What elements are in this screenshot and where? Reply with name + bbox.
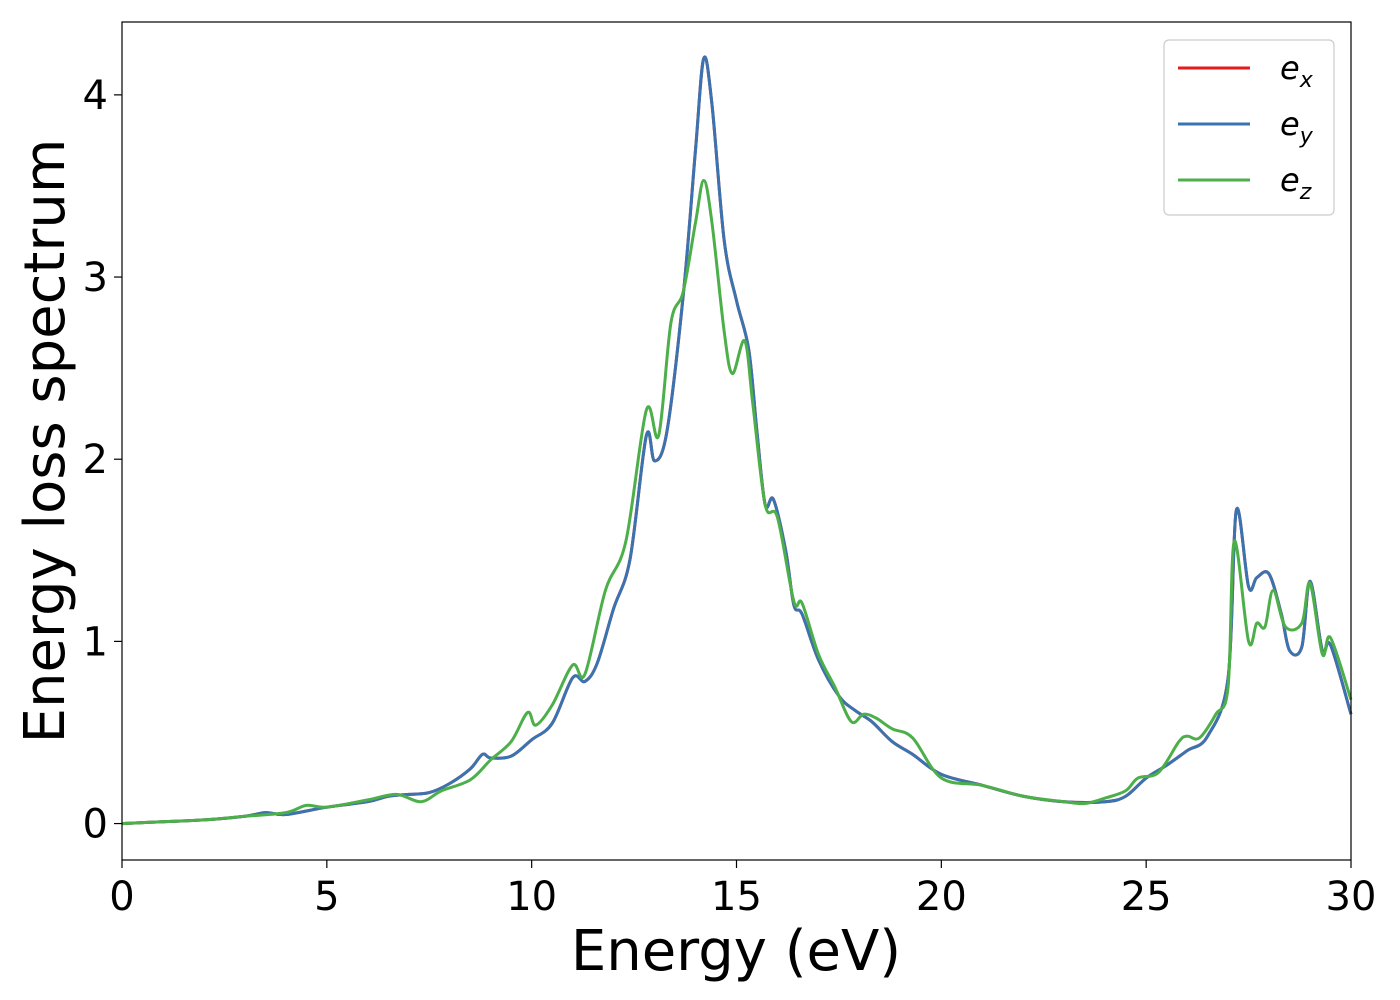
legend-label-subscript: y: [1299, 124, 1314, 149]
y-tick-label: 0: [83, 802, 108, 848]
x-tick-label: 0: [109, 874, 134, 920]
x-tick-label: 10: [506, 874, 557, 920]
x-tick-label: 15: [711, 874, 762, 920]
plot-area: [122, 22, 1351, 860]
x-axis-label: Energy (eV): [571, 919, 901, 984]
x-axis-ticks: 0 5 10 15 20 25 30: [109, 860, 1376, 920]
legend-label-y: ey: [1280, 105, 1314, 149]
legend-label-subscript: z: [1299, 180, 1312, 205]
series-line-z: [121, 178, 1353, 826]
y-tick-label: 4: [83, 73, 108, 119]
y-axis-ticks: 0 1 2 3 4: [83, 73, 122, 848]
y-axis-label: Energy loss spectrum: [13, 139, 78, 744]
x-tick-label: 25: [1121, 874, 1172, 920]
x-tick-label: 20: [916, 874, 967, 920]
legend-label-base: e: [1280, 105, 1300, 143]
legend-label-base: e: [1280, 49, 1300, 87]
y-tick-label: 2: [83, 437, 108, 483]
y-tick-label: 1: [83, 619, 108, 665]
legend-label-subscript: x: [1299, 68, 1314, 93]
x-tick-label: 30: [1326, 874, 1377, 920]
legend-label-x: ex: [1280, 49, 1314, 93]
legend-box: [1163, 39, 1335, 216]
legend-label-z: ez: [1280, 161, 1312, 205]
y-tick-label: 3: [83, 255, 108, 301]
x-tick-label: 5: [314, 874, 339, 920]
legend-label-base: e: [1280, 161, 1300, 199]
series-layer: [121, 55, 1353, 826]
